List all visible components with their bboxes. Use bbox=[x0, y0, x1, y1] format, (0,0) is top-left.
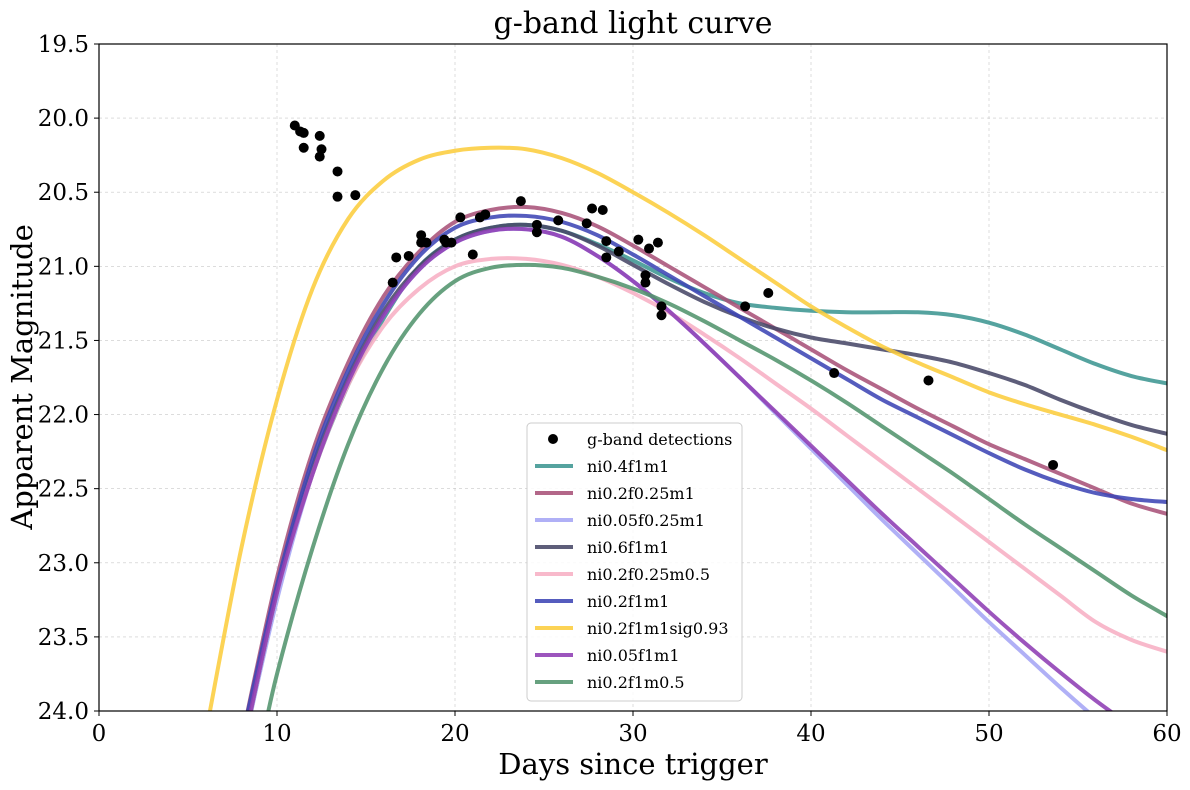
detection-point bbox=[553, 215, 564, 226]
detection-point bbox=[455, 212, 466, 223]
detection-point bbox=[480, 209, 491, 220]
legend-label: ni0.2f1m0.5 bbox=[587, 673, 685, 692]
y-tick-label: 20.5 bbox=[38, 180, 89, 206]
detection-point bbox=[421, 237, 432, 248]
detection-point bbox=[416, 230, 427, 241]
detection-point bbox=[350, 190, 361, 201]
detection-point bbox=[601, 252, 612, 263]
x-tick-label: 40 bbox=[796, 721, 825, 747]
detection-point bbox=[587, 203, 598, 214]
detection-point bbox=[763, 288, 774, 299]
x-tick-label: 50 bbox=[974, 721, 1003, 747]
x-tick-label: 0 bbox=[92, 721, 107, 747]
detection-point bbox=[923, 375, 934, 386]
detection-point bbox=[332, 191, 343, 202]
y-tick-label: 22.0 bbox=[38, 403, 89, 429]
series-line-ni0.2f1m1 bbox=[245, 213, 1167, 711]
detection-point bbox=[597, 205, 608, 216]
y-tick-label: 21.0 bbox=[38, 254, 89, 280]
legend-marker-detections bbox=[548, 434, 558, 444]
detection-point bbox=[740, 301, 751, 312]
y-tick-label: 21.5 bbox=[38, 328, 89, 354]
axis-ticks: 0 10 20 30 40 50 60 19.5 20.0 20.5 21.0 21.5 22.0 22.… bbox=[38, 32, 1182, 747]
detection-point bbox=[581, 218, 592, 229]
detection-point bbox=[531, 227, 542, 238]
series-line-ni0.2f0.25m1 bbox=[245, 204, 1167, 711]
detection-point bbox=[332, 166, 343, 177]
model-curves bbox=[207, 145, 1167, 711]
x-axis-label: Days since trigger bbox=[498, 747, 768, 781]
detection-point bbox=[446, 237, 457, 248]
legend-label: ni0.6f1m1 bbox=[587, 538, 669, 557]
legend-label: ni0.4f1m1 bbox=[587, 457, 669, 476]
y-axis-label: Apparent Magnitude bbox=[5, 224, 39, 531]
x-tick-label: 10 bbox=[262, 721, 291, 747]
y-tick-label: 20.0 bbox=[38, 106, 89, 132]
legend-label: ni0.2f0.25m0.5 bbox=[587, 565, 710, 584]
legend-box bbox=[526, 422, 743, 702]
y-tick-label: 23.5 bbox=[38, 625, 89, 651]
legend: g-band detections ni0.4f1m1 ni0.2f0.25m1 ni… bbox=[526, 422, 743, 702]
y-tick-label: 23.0 bbox=[38, 551, 89, 577]
detection-point bbox=[387, 277, 398, 288]
detection-point bbox=[391, 252, 402, 263]
y-tick-label: 19.5 bbox=[38, 32, 89, 58]
legend-label-detections: g-band detections bbox=[587, 430, 732, 449]
detection-point bbox=[1048, 459, 1059, 470]
detection-point bbox=[531, 219, 542, 230]
legend-label: ni0.05f1m1 bbox=[587, 646, 680, 665]
legend-label: ni0.2f0.25m1 bbox=[587, 484, 695, 503]
detection-point bbox=[515, 196, 526, 207]
detection-point bbox=[652, 237, 663, 248]
detection-point bbox=[656, 310, 667, 321]
legend-label: ni0.2f1m1sig0.93 bbox=[587, 619, 729, 638]
x-tick-label: 20 bbox=[440, 721, 469, 747]
detection-point bbox=[467, 249, 478, 260]
legend-label: ni0.05f0.25m1 bbox=[587, 511, 705, 530]
detection-point bbox=[656, 301, 667, 312]
detection-point bbox=[633, 234, 644, 245]
series-line-ni0.2f1m1sig0.93 bbox=[207, 145, 1167, 711]
x-tick-label: 30 bbox=[618, 721, 647, 747]
detection-point bbox=[298, 142, 309, 153]
legend-label: ni0.2f1m1 bbox=[587, 592, 669, 611]
x-tick-label: 60 bbox=[1152, 721, 1181, 747]
detection-point bbox=[314, 151, 325, 162]
y-tick-label: 24.0 bbox=[38, 699, 89, 725]
series-line-ni0.05f1m1 bbox=[248, 226, 1114, 711]
detection-point bbox=[314, 130, 325, 141]
detection-point bbox=[601, 236, 612, 247]
detection-points bbox=[289, 120, 1059, 470]
series-line-ni0.2f1m0.5 bbox=[266, 262, 1167, 711]
detection-point bbox=[644, 243, 655, 254]
detection-point bbox=[613, 246, 624, 257]
detection-point bbox=[640, 270, 651, 281]
detection-point bbox=[403, 250, 414, 261]
detection-point bbox=[298, 127, 309, 138]
y-tick-label: 22.5 bbox=[38, 477, 89, 503]
detection-point bbox=[829, 368, 840, 379]
chart-title: g-band light curve bbox=[494, 6, 773, 41]
detection-point bbox=[640, 277, 651, 288]
